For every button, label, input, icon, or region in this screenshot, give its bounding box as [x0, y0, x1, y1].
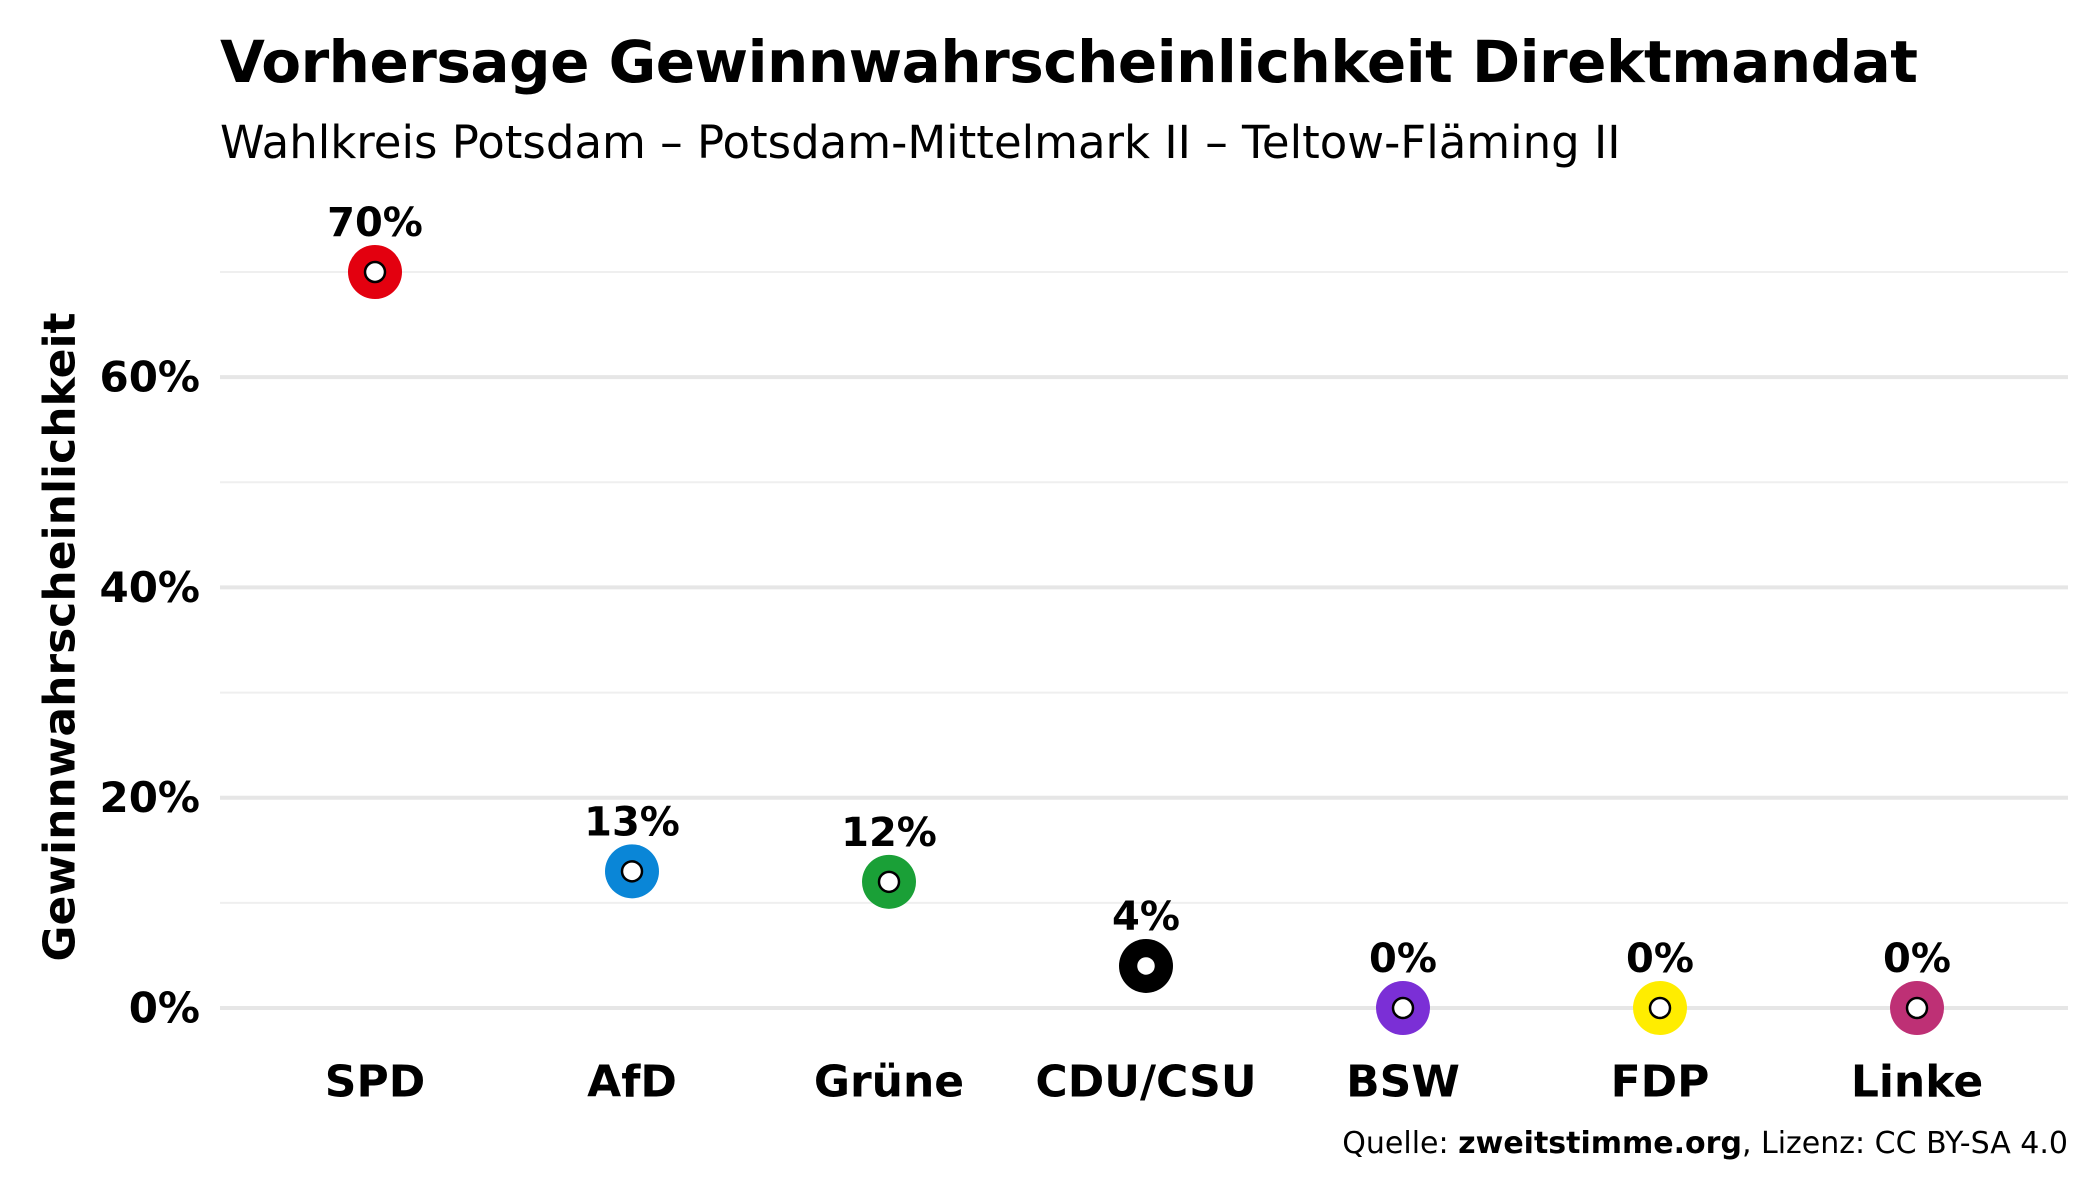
data-labels: 70% 13% 12% 4% 0% 0% 0% [327, 200, 1951, 982]
data-point-center [1648, 996, 1672, 1020]
y-tick-label: 60% [99, 353, 200, 402]
data-label: 0% [1626, 936, 1694, 982]
data-label: 70% [327, 200, 423, 246]
y-tick-label: 40% [99, 563, 200, 612]
x-tick-label: AfD [587, 1057, 677, 1108]
chart-subtitle: Wahlkreis Potsdam – Potsdam-Mittelmark I… [220, 116, 1621, 169]
x-tick-label: SPD [325, 1057, 425, 1108]
caption-suffix: , Lizenz: CC BY-SA 4.0 [1741, 1126, 2068, 1161]
y-axis-ticks: 0% 20% 40% 60% [99, 353, 200, 1033]
data-point-center [1391, 996, 1415, 1020]
data-point-center [363, 260, 387, 284]
data-point-center [1905, 996, 1929, 1020]
caption-source[interactable]: zweitstimme.org [1458, 1126, 1742, 1161]
caption-prefix: Quelle: [1342, 1126, 1459, 1161]
data-label: 0% [1369, 936, 1437, 982]
data-label: 4% [1112, 894, 1180, 940]
x-tick-label: Linke [1851, 1057, 1983, 1108]
data-point-center [1134, 954, 1158, 978]
data-label: 12% [841, 810, 937, 856]
x-tick-label: Grüne [814, 1057, 964, 1108]
data-point-center [877, 870, 901, 894]
x-tick-label: BSW [1346, 1057, 1460, 1108]
source-caption: Quelle: zweitstimme.org, Lizenz: CC BY-S… [1342, 1126, 2068, 1161]
grid-lines [220, 271, 2068, 1010]
y-tick-label: 0% [129, 984, 200, 1033]
x-tick-label: CDU/CSU [1035, 1057, 1256, 1108]
data-point-center [620, 860, 644, 883]
chart-title: Vorhersage Gewinnwahrscheinlichkeit Dire… [220, 28, 1918, 96]
data-label: 0% [1883, 936, 1951, 982]
x-axis-ticks: SPD AfD Grüne CDU/CSU BSW FDP Linke [325, 1057, 1983, 1108]
y-tick-label: 20% [99, 773, 200, 822]
data-label: 13% [584, 799, 680, 845]
x-tick-label: FDP [1611, 1057, 1710, 1108]
data-points [348, 245, 1944, 1035]
